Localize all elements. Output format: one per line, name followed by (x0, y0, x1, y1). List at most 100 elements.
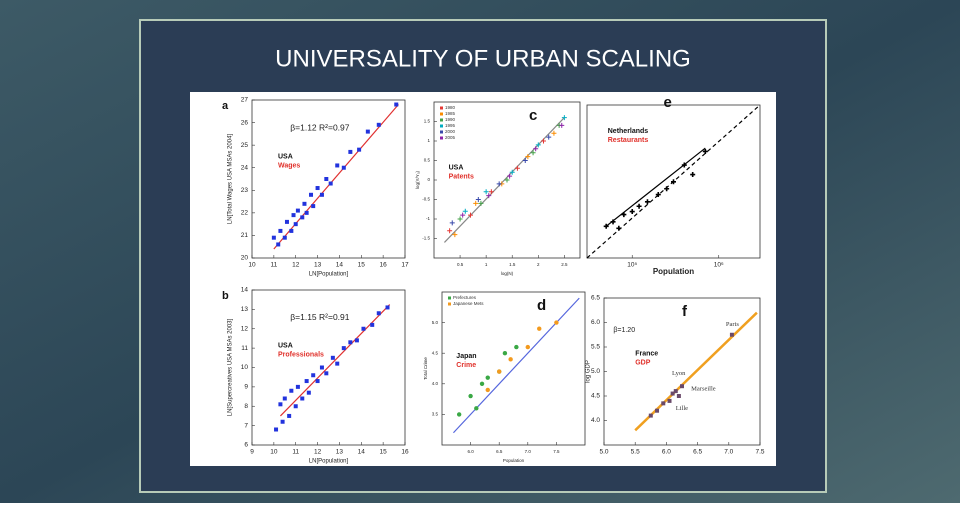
point (507, 173, 513, 179)
point (478, 200, 484, 206)
x-tick-label: 16 (380, 262, 388, 269)
x-tick-label: 16 (401, 449, 409, 456)
y-tick-label: 6 (244, 442, 248, 449)
country-label: USA (278, 154, 293, 161)
point (479, 381, 485, 386)
point (452, 232, 458, 238)
legend-swatch (440, 118, 443, 122)
y-tick-label: 4.0 (432, 381, 439, 386)
point (447, 228, 453, 234)
country-label: USA (278, 343, 293, 350)
x-tick-label: 11 (292, 449, 299, 456)
point (365, 129, 370, 134)
x-tick-label: 7.5 (755, 449, 764, 456)
x-tick-label: 10⁵ (627, 262, 637, 269)
point (311, 204, 316, 209)
y-axis-label: log GDP (586, 360, 592, 383)
y-tick-label: 1 (427, 138, 430, 143)
point (644, 199, 650, 205)
x-tick-label: 6.0 (662, 449, 671, 456)
x-axis-label: log(N) (501, 271, 514, 276)
fit-line (453, 297, 580, 434)
y-tick-label: 0.5 (424, 158, 431, 163)
point (468, 212, 473, 218)
subject-label: GDP (635, 360, 651, 367)
point (667, 398, 672, 403)
x-tick-label: 1.5 (509, 262, 516, 267)
x-tick-label: 17 (401, 262, 409, 269)
point (690, 172, 696, 178)
point (324, 177, 329, 181)
point (729, 332, 734, 337)
point (514, 344, 519, 350)
point (496, 181, 502, 187)
point (508, 357, 513, 362)
city-label: Lyon (672, 370, 686, 377)
fit-line (443, 117, 565, 243)
city-label: Marseille (691, 386, 716, 393)
point (676, 394, 681, 398)
point (304, 379, 309, 384)
point (603, 223, 609, 229)
y-tick-label: 7 (244, 422, 248, 429)
y-tick-label: 23 (241, 187, 249, 194)
x-tick-label: 6.0 (467, 449, 474, 454)
point (324, 371, 329, 376)
point (370, 322, 375, 327)
point (315, 379, 320, 384)
subject-label: Crime (456, 362, 476, 369)
point (295, 384, 300, 389)
x-tick-label: 6.5 (496, 449, 503, 454)
x-tick-label: 15 (380, 449, 388, 456)
point (376, 311, 381, 316)
subject-label: Patents (449, 173, 474, 180)
x-tick-label: 14 (358, 449, 366, 456)
point (655, 408, 660, 413)
point (648, 413, 653, 418)
y-tick-label: 21 (241, 232, 249, 239)
point (541, 138, 546, 144)
point (483, 189, 489, 195)
legend-swatch (440, 106, 443, 110)
point (280, 419, 285, 424)
point (341, 346, 346, 351)
y-tick-label: 25 (241, 142, 249, 149)
y-tick-label: -1 (426, 216, 430, 221)
point (271, 235, 276, 240)
point (551, 130, 557, 136)
point (468, 393, 473, 399)
x-tick-label: 11 (270, 262, 277, 269)
point (537, 326, 542, 331)
fit-line (605, 147, 706, 227)
y-tick-label: 4.5 (432, 350, 439, 355)
point (293, 222, 298, 227)
legend-label: 1995 (445, 123, 456, 128)
y-tick-label: 27 (241, 97, 249, 104)
y-tick-label: 5.0 (432, 320, 439, 325)
panel-letter: b (222, 290, 229, 302)
y-tick-label: 13 (241, 306, 249, 313)
legend-swatch (440, 112, 443, 116)
point (702, 148, 708, 154)
y-tick-label: 8 (244, 403, 248, 410)
point (546, 134, 552, 140)
point (300, 396, 305, 401)
y-tick-label: 3.5 (432, 412, 439, 417)
x-tick-label: 13 (336, 449, 344, 456)
point (681, 162, 687, 168)
point (530, 150, 536, 156)
point (533, 146, 539, 152)
point (282, 235, 287, 240)
x-tick-label: 9 (250, 449, 254, 456)
point (670, 391, 675, 396)
point (671, 179, 676, 185)
y-tick-label: 12 (241, 325, 249, 332)
point (328, 181, 333, 186)
point (278, 402, 283, 407)
point (335, 361, 340, 366)
point (354, 338, 359, 343)
y-tick-label: 1.5 (424, 119, 431, 124)
y-tick-label: 24 (241, 164, 249, 171)
